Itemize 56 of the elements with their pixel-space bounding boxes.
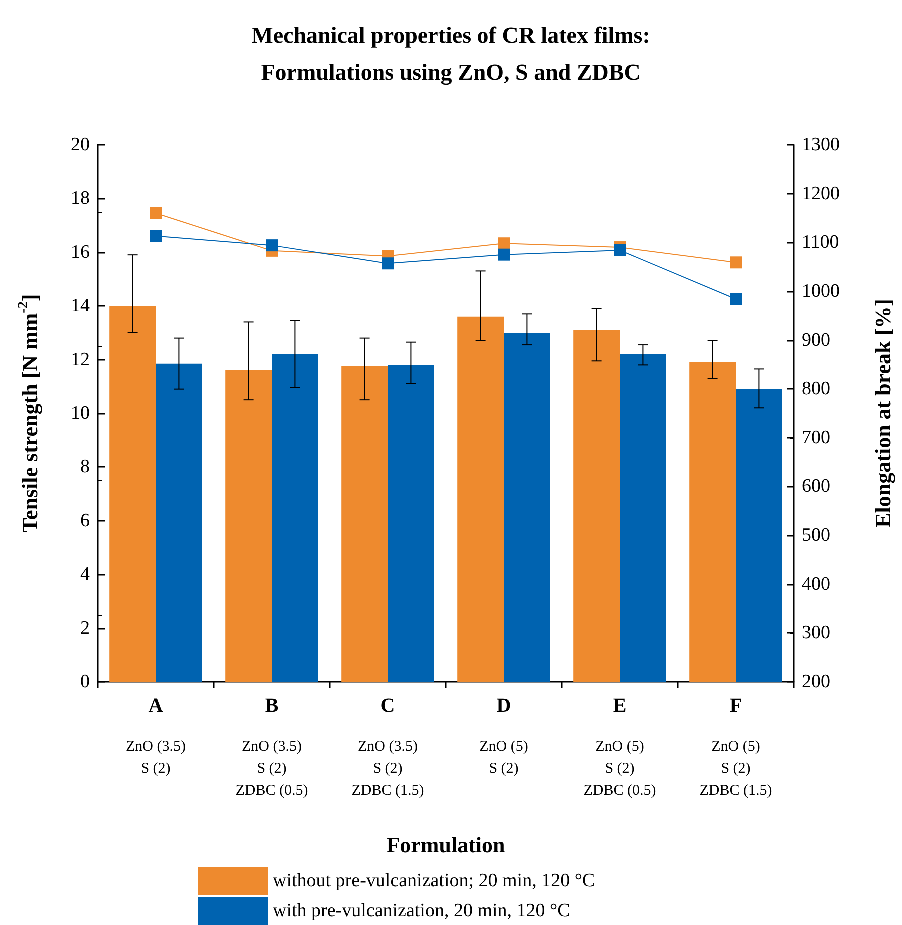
- bar: [156, 364, 202, 682]
- bar: [226, 370, 272, 682]
- legend-label: without pre-vulcanization; 20 min, 120 °C: [273, 870, 596, 892]
- bar: [620, 354, 666, 682]
- y-tick-label: 2: [80, 618, 90, 639]
- legend-label: with pre-vulcanization, 20 min, 120 °C: [273, 900, 570, 922]
- bar: [504, 332, 550, 682]
- point: [498, 248, 510, 261]
- bar: [574, 330, 620, 682]
- x-tick-label: A ZnO (3.5) S (2): [126, 695, 186, 777]
- y2-tick-label: 1300: [802, 134, 840, 156]
- y-tick-label: 20: [71, 134, 90, 156]
- y2-tick-label: 900: [802, 330, 830, 351]
- bar: [388, 365, 434, 682]
- y-tick-label: 16: [71, 242, 90, 263]
- y-tick-label: 18: [71, 188, 90, 210]
- bar: [110, 306, 156, 682]
- y2-tick-label: 1100: [802, 232, 840, 254]
- bar: [342, 366, 388, 682]
- y2-tick-label: 600: [802, 476, 830, 498]
- point: [730, 256, 742, 269]
- y-tick-label: 12: [71, 349, 90, 370]
- y-tick-label: 8: [80, 456, 90, 478]
- y2-tick-label: 700: [802, 427, 830, 448]
- point: [614, 244, 626, 256]
- y-tick-label: 14: [71, 296, 90, 317]
- x-tick-label: B ZnO (3.5) S (2) ZDBC (0.5): [236, 695, 308, 799]
- y-tick-label: 4: [80, 564, 90, 586]
- y2-tick-label: 800: [802, 378, 830, 400]
- bar: [690, 362, 736, 682]
- y2-axis-title: Elongation at break [%]: [870, 299, 896, 528]
- y2-tick-label: 400: [802, 574, 830, 595]
- point: [150, 207, 162, 220]
- point: [730, 293, 742, 306]
- x-tick-label: C ZnO (3.5) S (2) ZDBC (1.5): [352, 695, 424, 799]
- y2-tick-label: 300: [802, 622, 830, 644]
- chart-title: Mechanical properties of CR latex films: Formulations using ZnO, S and ZDBC: [252, 23, 650, 86]
- y2-tick-label: 500: [802, 525, 830, 546]
- point: [266, 240, 278, 252]
- y-tick-label: 6: [80, 510, 90, 532]
- x-tick-label: D ZnO (5) S (2): [480, 695, 528, 777]
- y2-tick-label: 1200: [802, 183, 840, 204]
- x-tick-label: F ZnO (5) S (2) ZDBC (1.5): [700, 695, 772, 799]
- y-tick-label: 0: [80, 672, 90, 692]
- y2-tick-label: 200: [802, 672, 830, 692]
- point: [150, 230, 162, 242]
- bar: [736, 389, 782, 682]
- bar: [458, 316, 504, 682]
- y2-tick-label: 1000: [802, 280, 840, 302]
- y-tick-label: 10: [71, 403, 90, 424]
- y-axis-title: Tensile strength [N mm-2]: [16, 294, 42, 533]
- bar: [272, 354, 318, 682]
- point: [498, 238, 510, 250]
- x-axis-title: Formulation: [386, 832, 506, 858]
- point: [382, 258, 394, 270]
- x-tick-label: E ZnO (5) S (2) ZDBC (0.5): [584, 695, 656, 799]
